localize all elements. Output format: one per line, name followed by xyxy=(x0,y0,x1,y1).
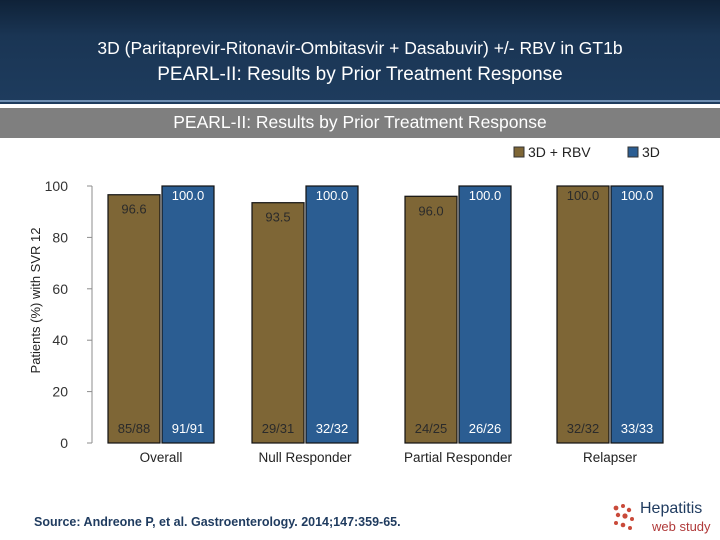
subheader-bar xyxy=(0,108,720,138)
x-category-label: Overall xyxy=(140,450,183,465)
slide-title-line2: PEARL-II: Results by Prior Treatment Res… xyxy=(157,64,563,85)
bar-chart: 0 20 40 60 80 100 Patients (%) with SVR 12 96.6… xyxy=(28,144,664,465)
bar-value-label: 100.0 xyxy=(567,188,600,203)
bar-3d xyxy=(161,185,215,444)
y-axis-title: Patients (%) with SVR 12 xyxy=(28,228,43,374)
x-category-label: Relapser xyxy=(583,450,638,465)
bar-count-label: 29/31 xyxy=(262,421,295,436)
bar-value-label: 100.0 xyxy=(621,188,654,203)
bar-value-label: 100.0 xyxy=(172,188,205,203)
bar-count-label: 33/33 xyxy=(621,421,654,436)
bar-3d xyxy=(610,185,664,444)
y-tick-label: 40 xyxy=(52,332,68,348)
logo-text-main: Hepatitis xyxy=(640,500,703,517)
legend-label: 3D xyxy=(642,144,660,160)
logo-mark-icon xyxy=(613,504,634,530)
hepatitis-logo xyxy=(613,504,634,530)
bar-value-label: 100.0 xyxy=(316,188,349,203)
slide-title-line1: 3D (Paritaprevir-Ritonavir-Ombitasvir + … xyxy=(97,38,623,58)
bar-rbv xyxy=(107,194,161,444)
source-citation: Source: Andreone P, et al. Gastroenterol… xyxy=(34,515,401,529)
bar-value-label: 96.6 xyxy=(121,202,146,217)
bar-value-label: 96.0 xyxy=(418,203,443,218)
bar-rbv xyxy=(556,185,610,444)
y-tick-label: 80 xyxy=(52,229,68,245)
bar-3d xyxy=(458,185,512,444)
bar-count-label: 32/32 xyxy=(316,421,349,436)
legend-swatch-3d xyxy=(627,146,639,158)
y-tick-label: 100 xyxy=(45,178,69,194)
bar-value-label: 93.5 xyxy=(265,210,290,225)
header-divider xyxy=(0,100,720,102)
y-tick-label: 20 xyxy=(52,384,68,400)
bar-count-label: 26/26 xyxy=(469,421,502,436)
bar-count-label: 85/88 xyxy=(118,421,151,436)
bar-3d xyxy=(305,185,359,444)
chart-title: PEARL-II: Results by Prior Treatment Res… xyxy=(173,112,547,132)
x-category-label: Partial Responder xyxy=(404,450,513,465)
bar-count-label: 24/25 xyxy=(415,421,448,436)
logo-text-sub: web study xyxy=(652,519,711,534)
legend-swatch-rbv xyxy=(513,146,525,158)
legend-label: 3D + RBV xyxy=(528,144,591,160)
y-tick-label: 60 xyxy=(52,281,68,297)
bar-rbv xyxy=(251,202,305,444)
bar-value-label: 100.0 xyxy=(469,188,502,203)
header-bar xyxy=(0,0,720,104)
bar-count-label: 32/32 xyxy=(567,421,600,436)
bar-count-label: 91/91 xyxy=(172,421,205,436)
x-category-label: Null Responder xyxy=(258,450,352,465)
bar-rbv xyxy=(404,195,458,444)
y-tick-label: 0 xyxy=(60,435,68,451)
